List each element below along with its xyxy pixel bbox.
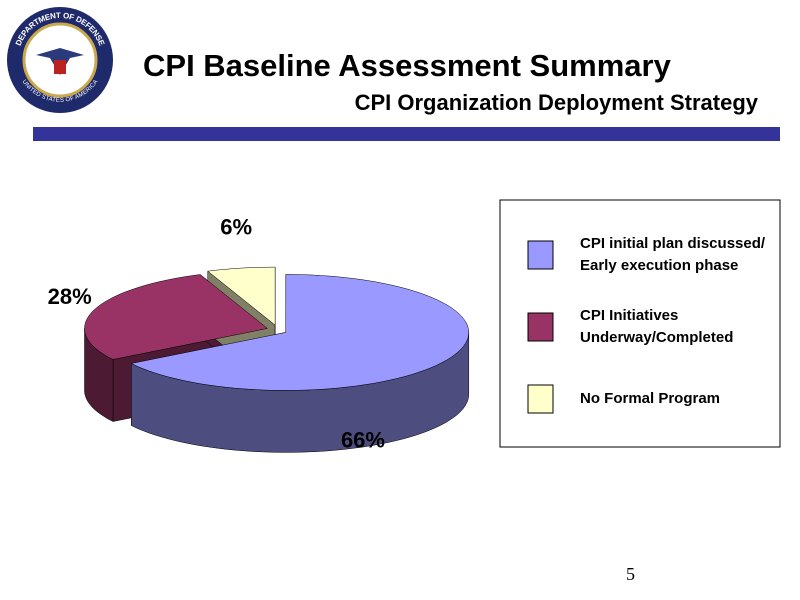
data-label: 28% [48, 284, 92, 309]
logo: DEPARTMENT OF DEFENSE UNITED STATES OF A… [7, 7, 113, 113]
title: CPI Baseline Assessment Summary [143, 48, 672, 83]
subtitle: CPI Organization Deployment Strategy [355, 90, 759, 115]
data-label: 66% [341, 427, 385, 452]
pie-chart: 66% 28% 6% [48, 215, 470, 453]
logo-shield [54, 60, 66, 74]
pie-slice [207, 266, 276, 326]
header-bar [33, 127, 780, 141]
legend-swatch [527, 240, 554, 270]
legend-label: No Formal Program [580, 390, 720, 407]
data-label: 6% [220, 215, 252, 240]
legend: CPI initial plan discussed/Early executi… [527, 235, 766, 414]
legend-label: CPI Initiatives Underway/Completed [580, 307, 733, 346]
pie-slice [84, 274, 269, 360]
pie-slice [130, 274, 469, 391]
legend-label: CPI initial plan discussed/Early executi… [580, 235, 766, 274]
page-number: 5 [626, 564, 635, 584]
legend-swatch [527, 384, 554, 414]
legend-swatch [527, 312, 554, 342]
